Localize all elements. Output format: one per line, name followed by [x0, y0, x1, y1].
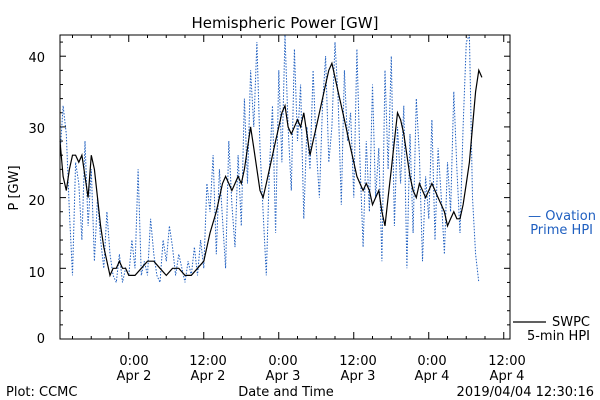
plot-frame [59, 34, 511, 340]
y-axis-label: P [GW] [7, 165, 22, 210]
legend-ovation-line1: — Ovation [528, 209, 596, 224]
x-tick-date: Apr 3 [341, 369, 376, 384]
ovation-prime-hpi-series-line [59, 34, 480, 285]
y-tick-label: 40 [28, 51, 45, 66]
x-tick-date: Apr 2 [191, 369, 226, 384]
plot-credit: Plot: CCMC [6, 385, 77, 400]
y-tick-label: 20 [28, 194, 45, 209]
y-axis: P [GW] 0 10 20 30 40 [7, 51, 45, 347]
legend: — Ovation Prime HPI SWPC 5-min HPI [513, 209, 596, 344]
chart-title: Hemispheric Power [GW] [192, 14, 379, 32]
legend-ovation-line2: Prime HPI [530, 223, 593, 238]
x-tick-date: Apr 2 [117, 369, 152, 384]
swpc-hpi-series-line [59, 61, 483, 278]
x-tick-time: 12:00 [488, 354, 525, 369]
axis-ticks [60, 35, 510, 340]
legend-swpc-line2: 5-min HPI [527, 329, 590, 344]
x-tick-time: 12:00 [339, 354, 376, 369]
legend-swpc-line1: SWPC [552, 315, 590, 330]
series-layer [59, 34, 483, 285]
x-tick-time: 0:00 [417, 354, 446, 369]
x-axis-label: Date and Time [238, 385, 334, 400]
plot-timestamp: 2019/04/04 12:30:16 [457, 385, 594, 400]
x-tick-date: Apr 4 [490, 369, 525, 384]
y-tick-label: 30 [28, 122, 45, 137]
y-tick-label: 10 [28, 266, 45, 281]
x-tick-time: 12:00 [189, 354, 226, 369]
x-tick-date: Apr 4 [415, 369, 450, 384]
x-tick-date: Apr 3 [266, 369, 301, 384]
y-tick-label: 0 [37, 332, 45, 347]
x-axis: 0:00 Apr 2 12:00 Apr 2 0:00 Apr 3 12:00 … [117, 354, 526, 400]
x-tick-time: 0:00 [268, 354, 297, 369]
x-tick-time: 0:00 [119, 354, 148, 369]
